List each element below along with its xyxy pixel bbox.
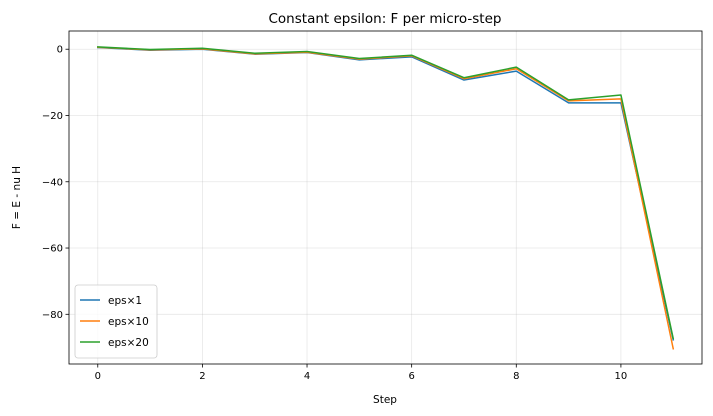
legend-box [74, 284, 158, 359]
x-tick-label: 0 [95, 371, 101, 382]
x-tick-label: 8 [513, 371, 519, 382]
x-axis-label: Step [373, 394, 397, 406]
legend-label-1: eps×1 [108, 295, 142, 307]
x-tick-label: 4 [304, 371, 310, 382]
series-line-3 [96, 46, 675, 340]
y-tick-label: −60 [42, 244, 63, 255]
series-lines [96, 46, 675, 350]
chart-title: Constant epsilon: F per micro-step [269, 11, 502, 27]
legend: eps×1 eps×10 eps×20 [74, 284, 158, 359]
legend-label-2: eps×10 [108, 316, 149, 328]
x-tick-label: 2 [199, 371, 205, 382]
axis-ticks: 0 2 4 6 8 10 0 −20 −40 −60 −80 [42, 45, 627, 382]
y-tick-label: 0 [57, 45, 63, 56]
y-tick-label: −40 [42, 177, 63, 188]
x-tick-label: 10 [615, 371, 628, 382]
grid-lines [69, 31, 702, 364]
y-axis-label: F = E - nu H [11, 166, 23, 229]
plot-frame [68, 30, 703, 365]
x-tick-label: 6 [408, 371, 414, 382]
y-tick-label: −80 [42, 310, 63, 321]
y-tick-label: −20 [42, 111, 63, 122]
legend-label-3: eps×20 [108, 337, 149, 349]
